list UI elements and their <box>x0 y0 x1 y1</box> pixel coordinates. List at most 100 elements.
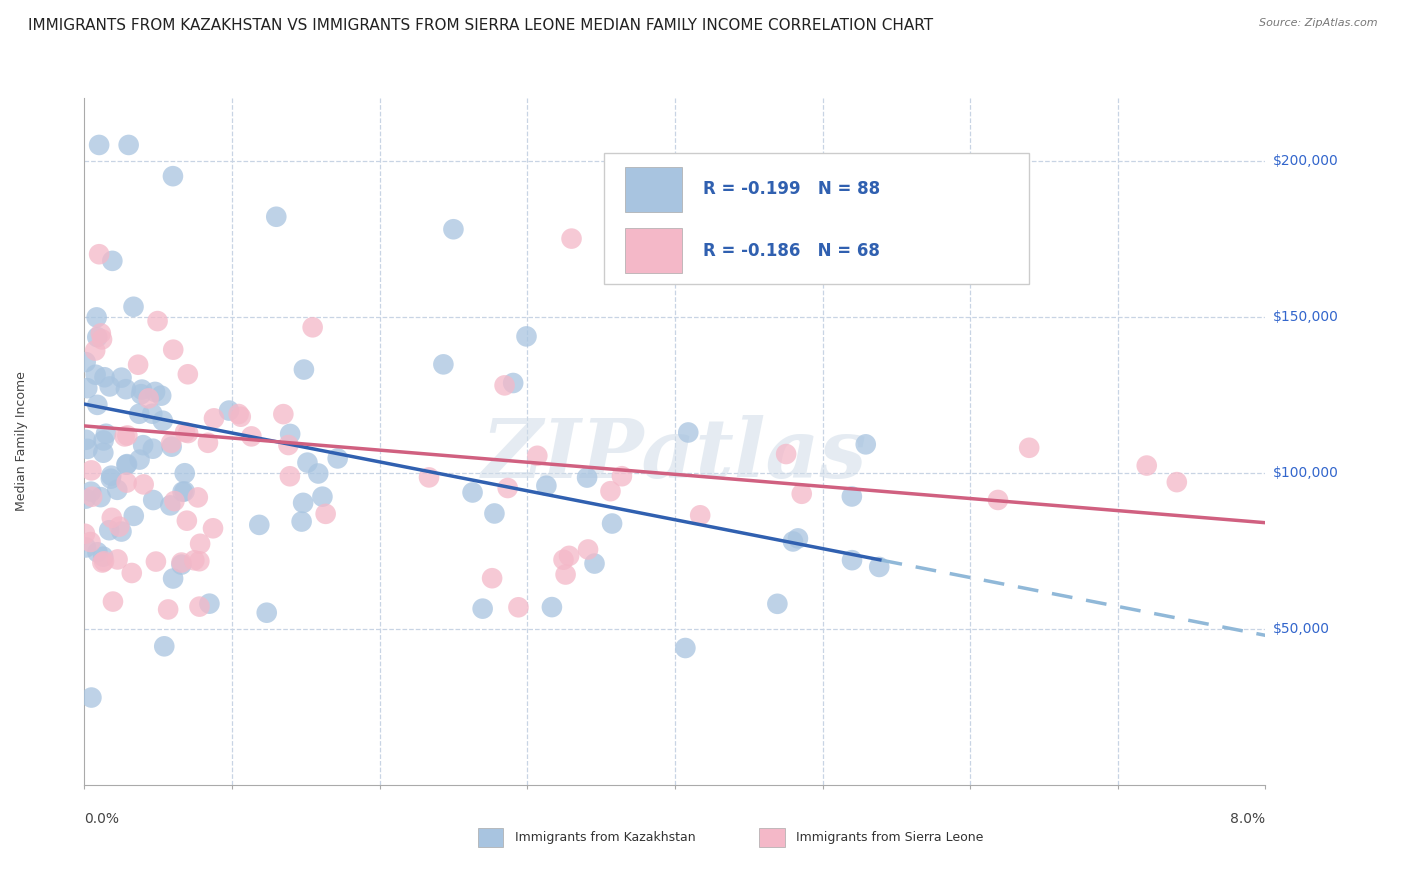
Point <box>170 556 193 570</box>
Point <box>100 472 122 486</box>
Point <box>157 602 180 616</box>
Point <box>292 362 315 376</box>
Text: Immigrants from Kazakhstan: Immigrants from Kazakhstan <box>515 831 695 844</box>
Point <box>202 521 225 535</box>
Point <box>841 553 863 567</box>
Point <box>86 545 108 559</box>
Point <box>115 475 138 490</box>
Point <box>461 485 484 500</box>
Point <box>197 435 219 450</box>
Point <box>183 553 205 567</box>
Point <box>86 310 108 325</box>
Point <box>128 407 150 421</box>
Point <box>79 535 101 549</box>
Text: IMMIGRANTS FROM KAZAKHSTAN VS IMMIGRANTS FROM SIERRA LEONE MEDIAN FAMILY INCOME : IMMIGRANTS FROM KAZAKHSTAN VS IMMIGRANTS… <box>28 18 934 33</box>
Point <box>162 572 184 586</box>
Point <box>98 379 121 393</box>
Point <box>93 370 115 384</box>
Point <box>91 556 114 570</box>
Point <box>240 429 263 443</box>
Point <box>554 567 576 582</box>
Point <box>173 484 195 499</box>
Text: R = -0.186   N = 68: R = -0.186 N = 68 <box>703 242 880 260</box>
Point <box>277 438 299 452</box>
Point <box>443 222 465 236</box>
Point <box>87 247 111 261</box>
Point <box>138 392 160 406</box>
Point <box>76 381 98 395</box>
Point <box>678 425 700 440</box>
Point <box>1018 441 1040 455</box>
Point <box>841 490 863 504</box>
Point <box>101 253 124 268</box>
Point <box>132 438 155 452</box>
Point <box>110 370 132 384</box>
Point <box>1166 475 1188 489</box>
Text: R = -0.199   N = 88: R = -0.199 N = 88 <box>703 180 880 198</box>
Text: ZIPatlas: ZIPatlas <box>482 416 868 495</box>
Point <box>114 429 136 443</box>
Point <box>432 357 454 371</box>
Point <box>264 210 288 224</box>
Point <box>150 389 173 403</box>
Point <box>311 490 333 504</box>
Point <box>599 484 621 499</box>
Point <box>93 554 115 568</box>
Point <box>128 452 150 467</box>
Point <box>471 601 494 615</box>
Point <box>515 329 537 343</box>
Point <box>188 599 211 614</box>
FancyBboxPatch shape <box>605 153 1029 284</box>
Point <box>121 566 143 580</box>
Point <box>177 425 200 440</box>
Point <box>790 487 813 501</box>
Point <box>73 526 96 541</box>
Point <box>526 449 548 463</box>
Point <box>278 469 301 483</box>
Point <box>987 492 1010 507</box>
Point <box>1136 458 1159 473</box>
Point <box>80 484 103 499</box>
Point <box>75 433 97 447</box>
Point <box>553 553 575 567</box>
Point <box>229 409 252 424</box>
Point <box>508 600 530 615</box>
Point <box>868 560 890 574</box>
Point <box>91 549 114 564</box>
Text: $200,000: $200,000 <box>1272 153 1339 168</box>
Point <box>292 496 315 510</box>
Point <box>484 507 506 521</box>
Point <box>576 470 599 484</box>
Point <box>775 447 797 461</box>
Point <box>94 426 117 441</box>
Point <box>101 511 124 525</box>
Point <box>152 414 174 428</box>
Point <box>86 398 108 412</box>
Point <box>142 493 165 508</box>
Point <box>75 355 97 369</box>
FancyBboxPatch shape <box>626 228 682 273</box>
Point <box>689 508 711 523</box>
Point <box>502 376 524 390</box>
Point <box>141 407 163 421</box>
Point <box>600 516 623 531</box>
Text: 0.0%: 0.0% <box>84 812 120 826</box>
Point <box>610 469 633 483</box>
Point <box>673 640 696 655</box>
Point <box>84 368 107 382</box>
Text: Source: ZipAtlas.com: Source: ZipAtlas.com <box>1260 18 1378 28</box>
Point <box>122 300 145 314</box>
Point <box>541 600 564 615</box>
Point <box>187 491 209 505</box>
Point <box>93 434 115 448</box>
Point <box>766 597 789 611</box>
Point <box>107 552 129 566</box>
Point <box>91 332 114 346</box>
Point <box>297 456 319 470</box>
Point <box>494 378 516 392</box>
Point <box>163 494 186 508</box>
Point <box>326 451 349 466</box>
Point <box>117 428 139 442</box>
Point <box>247 517 270 532</box>
Point <box>172 484 194 499</box>
